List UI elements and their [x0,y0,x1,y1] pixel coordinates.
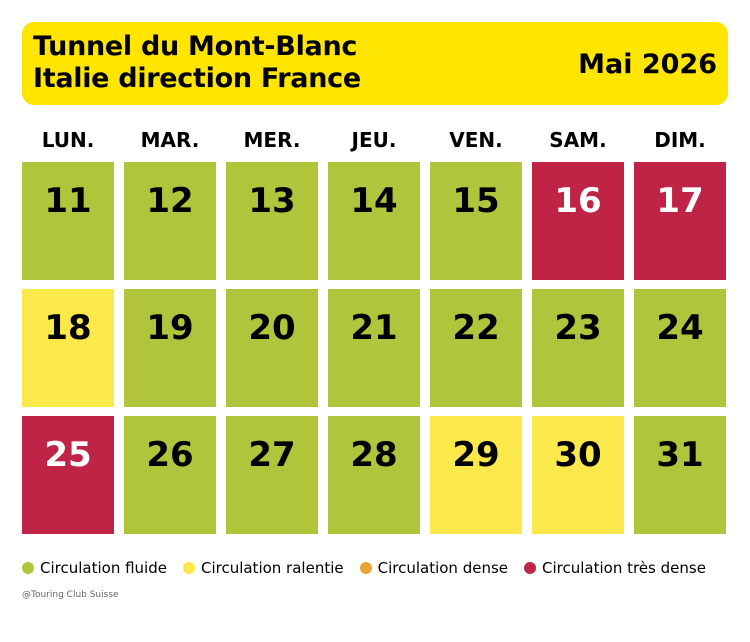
day-cell: 28 [328,416,420,534]
day-cell: 27 [226,416,318,534]
day-cell: 14 [328,162,420,280]
day-cell: 16 [532,162,624,280]
weekday-label: MER. [243,128,301,152]
dense-dot-icon [359,562,372,574]
weekday-label: LUN. [41,128,95,152]
legend-item-ralentie: Circulation ralentie [182,559,344,577]
weekday-label: VEN. [449,128,503,152]
day-cell: 22 [430,289,522,407]
legend-item-dense: Circulation dense [359,559,509,577]
credit-text: @Touring Club Suisse [22,590,119,600]
day-cell: 21 [328,289,420,407]
legend-item-fluide: Circulation fluide [22,559,167,577]
weekday-label: DIM. [654,128,706,152]
legend-label: Circulation fluide [40,559,167,577]
weekday-label: JEU. [351,128,397,152]
legend-label: Circulation très dense [542,559,706,577]
day-cell: 24 [634,289,726,407]
page-title: Tunnel du Mont-Blanc Italie direction Fr… [33,31,361,95]
day-cell: 31 [634,416,726,534]
day-cell: 11 [22,162,114,280]
day-cell: 12 [124,162,216,280]
day-cell: 30 [532,416,624,534]
day-cell: 15 [430,162,522,280]
tres-dense-dot-icon [524,562,537,574]
title-line-1: Tunnel du Mont-Blanc [33,31,358,62]
month-label: Mai 2026 [578,49,717,80]
legend-label: Circulation dense [377,559,509,577]
ralentie-dot-icon [182,562,195,574]
day-cell: 18 [22,289,114,407]
day-cell: 25 [22,416,114,534]
day-cell: 23 [532,289,624,407]
day-cell: 19 [124,289,216,407]
weekday-label: MAR. [140,128,200,152]
day-cell: 17 [634,162,726,280]
legend-item-tres-dense: Circulation très dense [524,559,706,577]
weekday-label: SAM. [549,128,607,152]
day-cell: 26 [124,416,216,534]
legend-label: Circulation ralentie [200,559,344,577]
legend: Circulation fluide Circulation ralentie … [22,558,722,578]
fluide-dot-icon [22,562,34,574]
header-banner: Tunnel du Mont-Blanc Italie direction Fr… [22,22,728,105]
day-cell: 20 [226,289,318,407]
day-cell: 13 [226,162,318,280]
day-cell: 29 [430,416,522,534]
title-line-2: Italie direction France [33,63,361,94]
